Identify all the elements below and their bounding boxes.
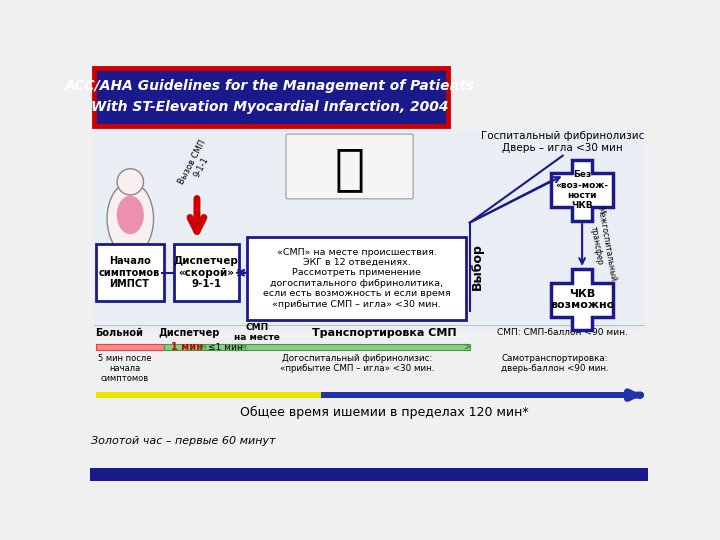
Text: ACC/AHA Guidelines for the Management of Patients: ACC/AHA Guidelines for the Management of… xyxy=(65,79,475,93)
Text: Диспетчер: Диспетчер xyxy=(158,328,220,338)
FancyBboxPatch shape xyxy=(286,134,413,199)
Bar xyxy=(96,343,164,350)
FancyBboxPatch shape xyxy=(96,244,163,301)
Bar xyxy=(204,343,245,350)
Text: Общее время ишемии в пределах 120 мин*: Общее время ишемии в пределах 120 мин* xyxy=(240,406,528,419)
Text: СМП: СМП-баллон <90 мин.: СМП: СМП-баллон <90 мин. xyxy=(498,328,629,338)
Bar xyxy=(565,283,599,316)
Ellipse shape xyxy=(107,182,153,255)
Bar xyxy=(572,207,593,221)
Text: Диспетчер
«скорой»
9-1-1: Диспетчер «скорой» 9-1-1 xyxy=(174,256,239,289)
Text: «СМП» на месте происшествия.
ЭКГ в 12 отведениях.
Рассмотреть применение
догоспи: «СМП» на месте происшествия. ЭКГ в 12 от… xyxy=(263,247,451,308)
Bar xyxy=(164,343,204,350)
Bar xyxy=(572,159,593,173)
FancyBboxPatch shape xyxy=(94,68,448,126)
Text: Госпитальный фибринолизис
Дверь – игла <30 мин: Госпитальный фибринолизис Дверь – игла <… xyxy=(481,131,644,153)
Text: ≤1 мин: ≤1 мин xyxy=(208,342,243,352)
Text: Транспортировка СМП: Транспортировка СМП xyxy=(312,328,456,338)
Bar xyxy=(96,392,321,398)
Text: Вызов СМП
9-1-1: Вызов СМП 9-1-1 xyxy=(177,139,217,191)
FancyBboxPatch shape xyxy=(248,237,466,320)
Text: 5 мин после
начала
симптомов: 5 мин после начала симптомов xyxy=(98,354,152,383)
Polygon shape xyxy=(551,159,613,221)
Text: Межгоспитальный
трансфер: Межгоспитальный трансфер xyxy=(585,206,618,284)
Text: Выбор: Выбор xyxy=(471,243,484,290)
Bar xyxy=(551,180,565,200)
Bar xyxy=(551,289,565,310)
Text: Золотой час – первые 60 минут: Золотой час – первые 60 минут xyxy=(91,436,275,446)
Text: Больной: Больной xyxy=(96,328,143,338)
Text: 🚑: 🚑 xyxy=(335,145,364,193)
Text: Начало
симптомов
ИМПСТ: Начало симптомов ИМПСТ xyxy=(99,256,160,289)
Bar xyxy=(572,316,593,330)
Text: ЧКВ
возможно: ЧКВ возможно xyxy=(550,289,614,310)
Text: With ST-Elevation Myocardial Infarction, 2004: With ST-Elevation Myocardial Infarction,… xyxy=(91,100,449,114)
Text: 1 мин: 1 мин xyxy=(171,342,203,352)
Circle shape xyxy=(117,169,143,195)
Bar xyxy=(572,269,593,283)
Bar xyxy=(599,180,613,200)
Bar xyxy=(321,392,631,398)
Bar xyxy=(565,173,599,207)
Text: Самотранспортировка:
дверь-баллон <90 мин.: Самотранспортировка: дверь-баллон <90 ми… xyxy=(501,354,609,373)
Text: СМП
на месте: СМП на месте xyxy=(234,323,279,342)
Bar xyxy=(599,289,613,310)
Bar xyxy=(90,468,648,481)
FancyBboxPatch shape xyxy=(174,244,239,301)
Text: Без
«воз-мож-
ности
ЧКВ: Без «воз-мож- ности ЧКВ xyxy=(556,170,608,211)
Polygon shape xyxy=(551,269,613,330)
Ellipse shape xyxy=(117,195,144,234)
Text: Догоспитальный фибринолизис:
«прибытие СМП – игла» <30 мин.: Догоспитальный фибринолизис: «прибытие С… xyxy=(280,354,435,373)
FancyBboxPatch shape xyxy=(94,130,644,330)
Bar xyxy=(245,343,469,350)
